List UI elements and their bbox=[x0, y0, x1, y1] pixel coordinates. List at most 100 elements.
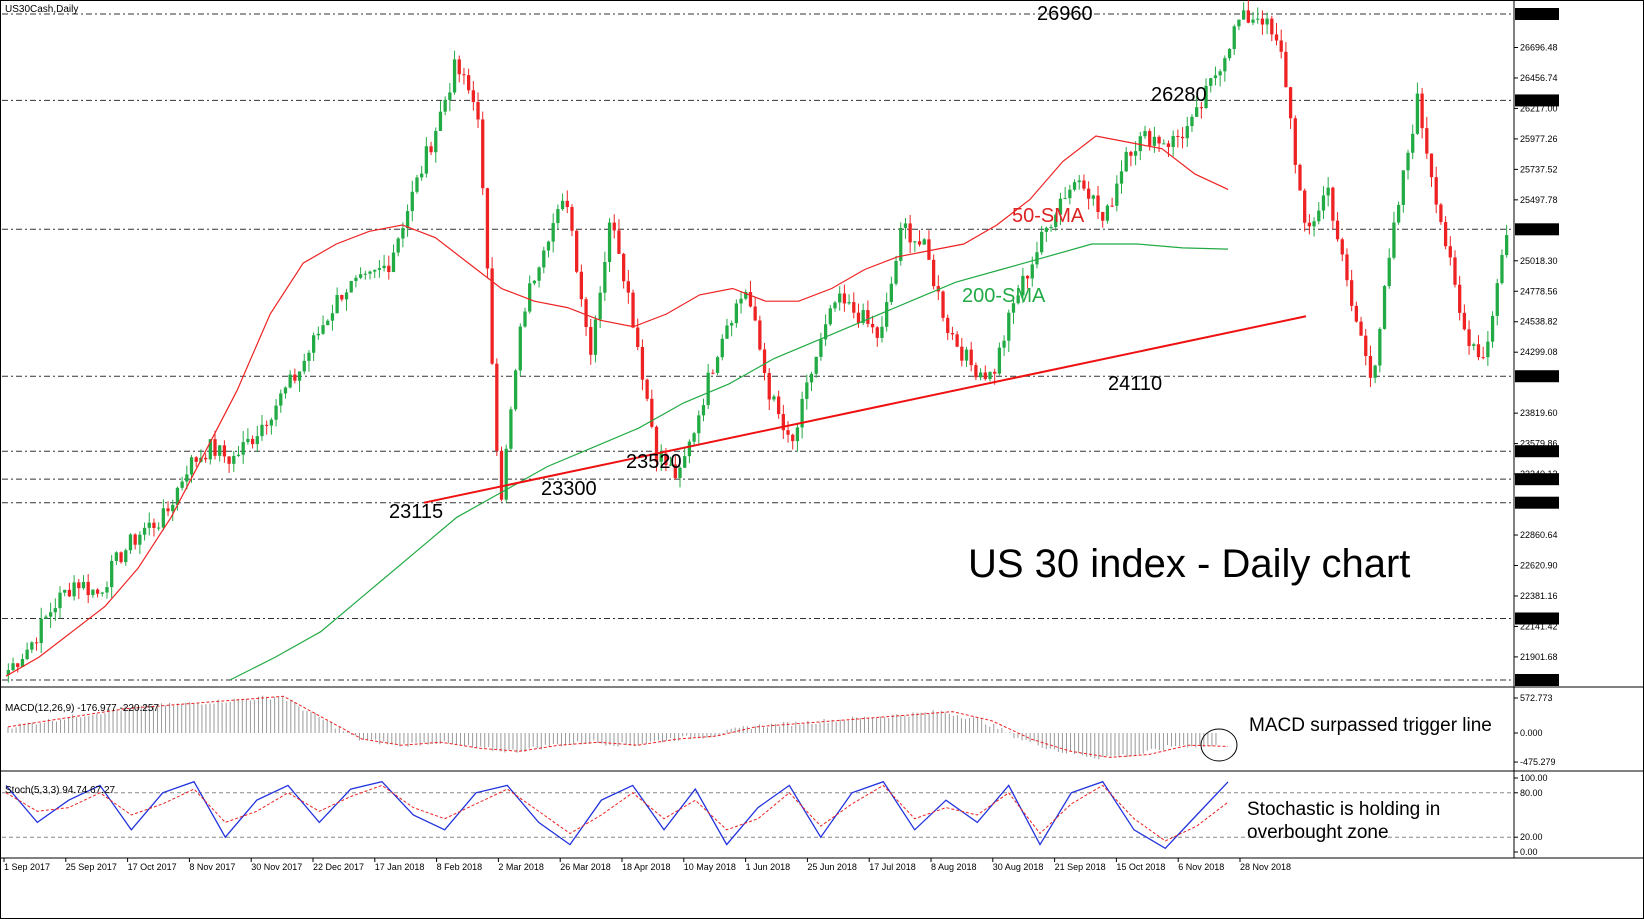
candle-body bbox=[593, 319, 598, 355]
candle-body bbox=[1303, 190, 1307, 223]
level-tag bbox=[1515, 94, 1559, 107]
candle-body bbox=[1373, 365, 1377, 378]
candle-body bbox=[1072, 182, 1077, 190]
candle-body bbox=[856, 312, 861, 323]
candle-body bbox=[636, 327, 640, 347]
date-tick-label: 30 Nov 2017 bbox=[251, 862, 302, 872]
candle-body bbox=[1119, 171, 1124, 184]
candle-body bbox=[607, 222, 612, 263]
level-tag bbox=[1515, 223, 1559, 236]
date-tick-label: 17 Jul 2018 bbox=[869, 862, 916, 872]
candle-body bbox=[1195, 107, 1199, 117]
macd-signal-line bbox=[7, 695, 1229, 758]
candle-body bbox=[20, 659, 25, 667]
price-tick-label: 22860.64 bbox=[1520, 530, 1558, 540]
candle-body bbox=[697, 415, 701, 434]
candle-body bbox=[739, 298, 743, 304]
candle-body bbox=[551, 223, 555, 242]
candle-body bbox=[1270, 18, 1274, 35]
candle-body bbox=[941, 291, 945, 318]
candle-body bbox=[711, 372, 715, 374]
macd-tick-label: -475.279 bbox=[1520, 757, 1556, 767]
sma200-line bbox=[229, 243, 1229, 681]
candle-body bbox=[466, 75, 471, 91]
candle-body bbox=[518, 326, 522, 371]
candle-body bbox=[753, 306, 757, 321]
candle-body bbox=[1209, 78, 1213, 86]
candle-body bbox=[354, 277, 358, 282]
candle-body bbox=[1321, 195, 1326, 211]
candle-body bbox=[1462, 312, 1467, 330]
candle-body bbox=[504, 448, 508, 500]
chart-title: US 30 index - Daily chart bbox=[968, 542, 1410, 586]
price-tick-label: 23579.86 bbox=[1520, 439, 1558, 449]
candle-body bbox=[645, 379, 649, 399]
date-tick-label: 17 Oct 2017 bbox=[128, 862, 177, 872]
candle-body bbox=[1185, 126, 1189, 139]
candle-body bbox=[128, 534, 133, 551]
level-tag-label: 21720.00 bbox=[1517, 675, 1555, 685]
candle-body bbox=[1157, 136, 1161, 144]
candle-body bbox=[1199, 107, 1203, 109]
level-tag bbox=[1515, 612, 1559, 625]
candle-body bbox=[786, 430, 790, 435]
candle-body bbox=[1044, 227, 1049, 232]
candle-body bbox=[241, 442, 245, 455]
candle-body bbox=[946, 317, 950, 334]
candle-body bbox=[1434, 177, 1438, 205]
candle-body bbox=[420, 173, 424, 178]
candle-body bbox=[931, 259, 936, 287]
level-tag-label: 23300.00 bbox=[1517, 474, 1555, 484]
candle-body bbox=[462, 74, 466, 76]
candle-body bbox=[1340, 239, 1344, 255]
candle-body bbox=[1218, 71, 1222, 76]
price-tick-label: 24538.82 bbox=[1520, 317, 1558, 327]
candle-body bbox=[152, 522, 156, 528]
candle-body bbox=[650, 398, 654, 427]
stoch-panel: 100.00 80.00 20.00 0.00 bbox=[0, 773, 1644, 859]
candle-body bbox=[1091, 195, 1095, 199]
date-tick-label: 8 Aug 2018 bbox=[931, 862, 977, 872]
candle-body bbox=[255, 436, 259, 445]
candle-body bbox=[321, 325, 325, 334]
candle-body bbox=[471, 90, 475, 103]
candle-body bbox=[955, 334, 959, 347]
price-tick-label: 26456.74 bbox=[1520, 73, 1558, 83]
candle-body bbox=[1420, 93, 1424, 129]
candle-body bbox=[396, 238, 400, 253]
price-tick-label: 25977.26 bbox=[1520, 134, 1558, 144]
candle-body bbox=[1364, 335, 1368, 357]
candle-body bbox=[899, 227, 903, 261]
candle-body bbox=[819, 339, 823, 357]
candle-body bbox=[537, 267, 541, 281]
support-trendline bbox=[423, 315, 1307, 504]
candle-body bbox=[1472, 344, 1476, 346]
candle-body bbox=[335, 294, 339, 314]
candle-body bbox=[1241, 10, 1246, 20]
candle-body bbox=[1312, 221, 1316, 227]
candle-body bbox=[67, 589, 72, 597]
candle-body bbox=[1415, 93, 1420, 134]
candle-body bbox=[866, 310, 870, 324]
date-tick-label: 6 Nov 2018 bbox=[1178, 862, 1224, 872]
candle-body bbox=[476, 102, 480, 120]
candle-body bbox=[1115, 183, 1119, 206]
date-tick-label: 17 Jan 2018 bbox=[375, 862, 425, 872]
candle-body bbox=[1054, 214, 1058, 227]
candle-body bbox=[95, 589, 100, 594]
candle-body bbox=[908, 223, 912, 243]
candle-body bbox=[1260, 18, 1265, 25]
candle-body bbox=[631, 292, 635, 328]
candle-body bbox=[1082, 180, 1086, 189]
candle-body bbox=[1237, 19, 1241, 27]
candle-body bbox=[1448, 246, 1452, 258]
candle-body bbox=[53, 608, 57, 613]
price-tick-label: 22141.42 bbox=[1520, 621, 1558, 631]
level-label-23115: 23115 bbox=[389, 501, 443, 523]
candle-body bbox=[288, 374, 292, 388]
candle-body bbox=[621, 253, 626, 282]
candle-body bbox=[269, 419, 274, 426]
candle-body bbox=[903, 223, 908, 228]
candle-body bbox=[161, 508, 165, 528]
candle-body bbox=[349, 281, 353, 293]
